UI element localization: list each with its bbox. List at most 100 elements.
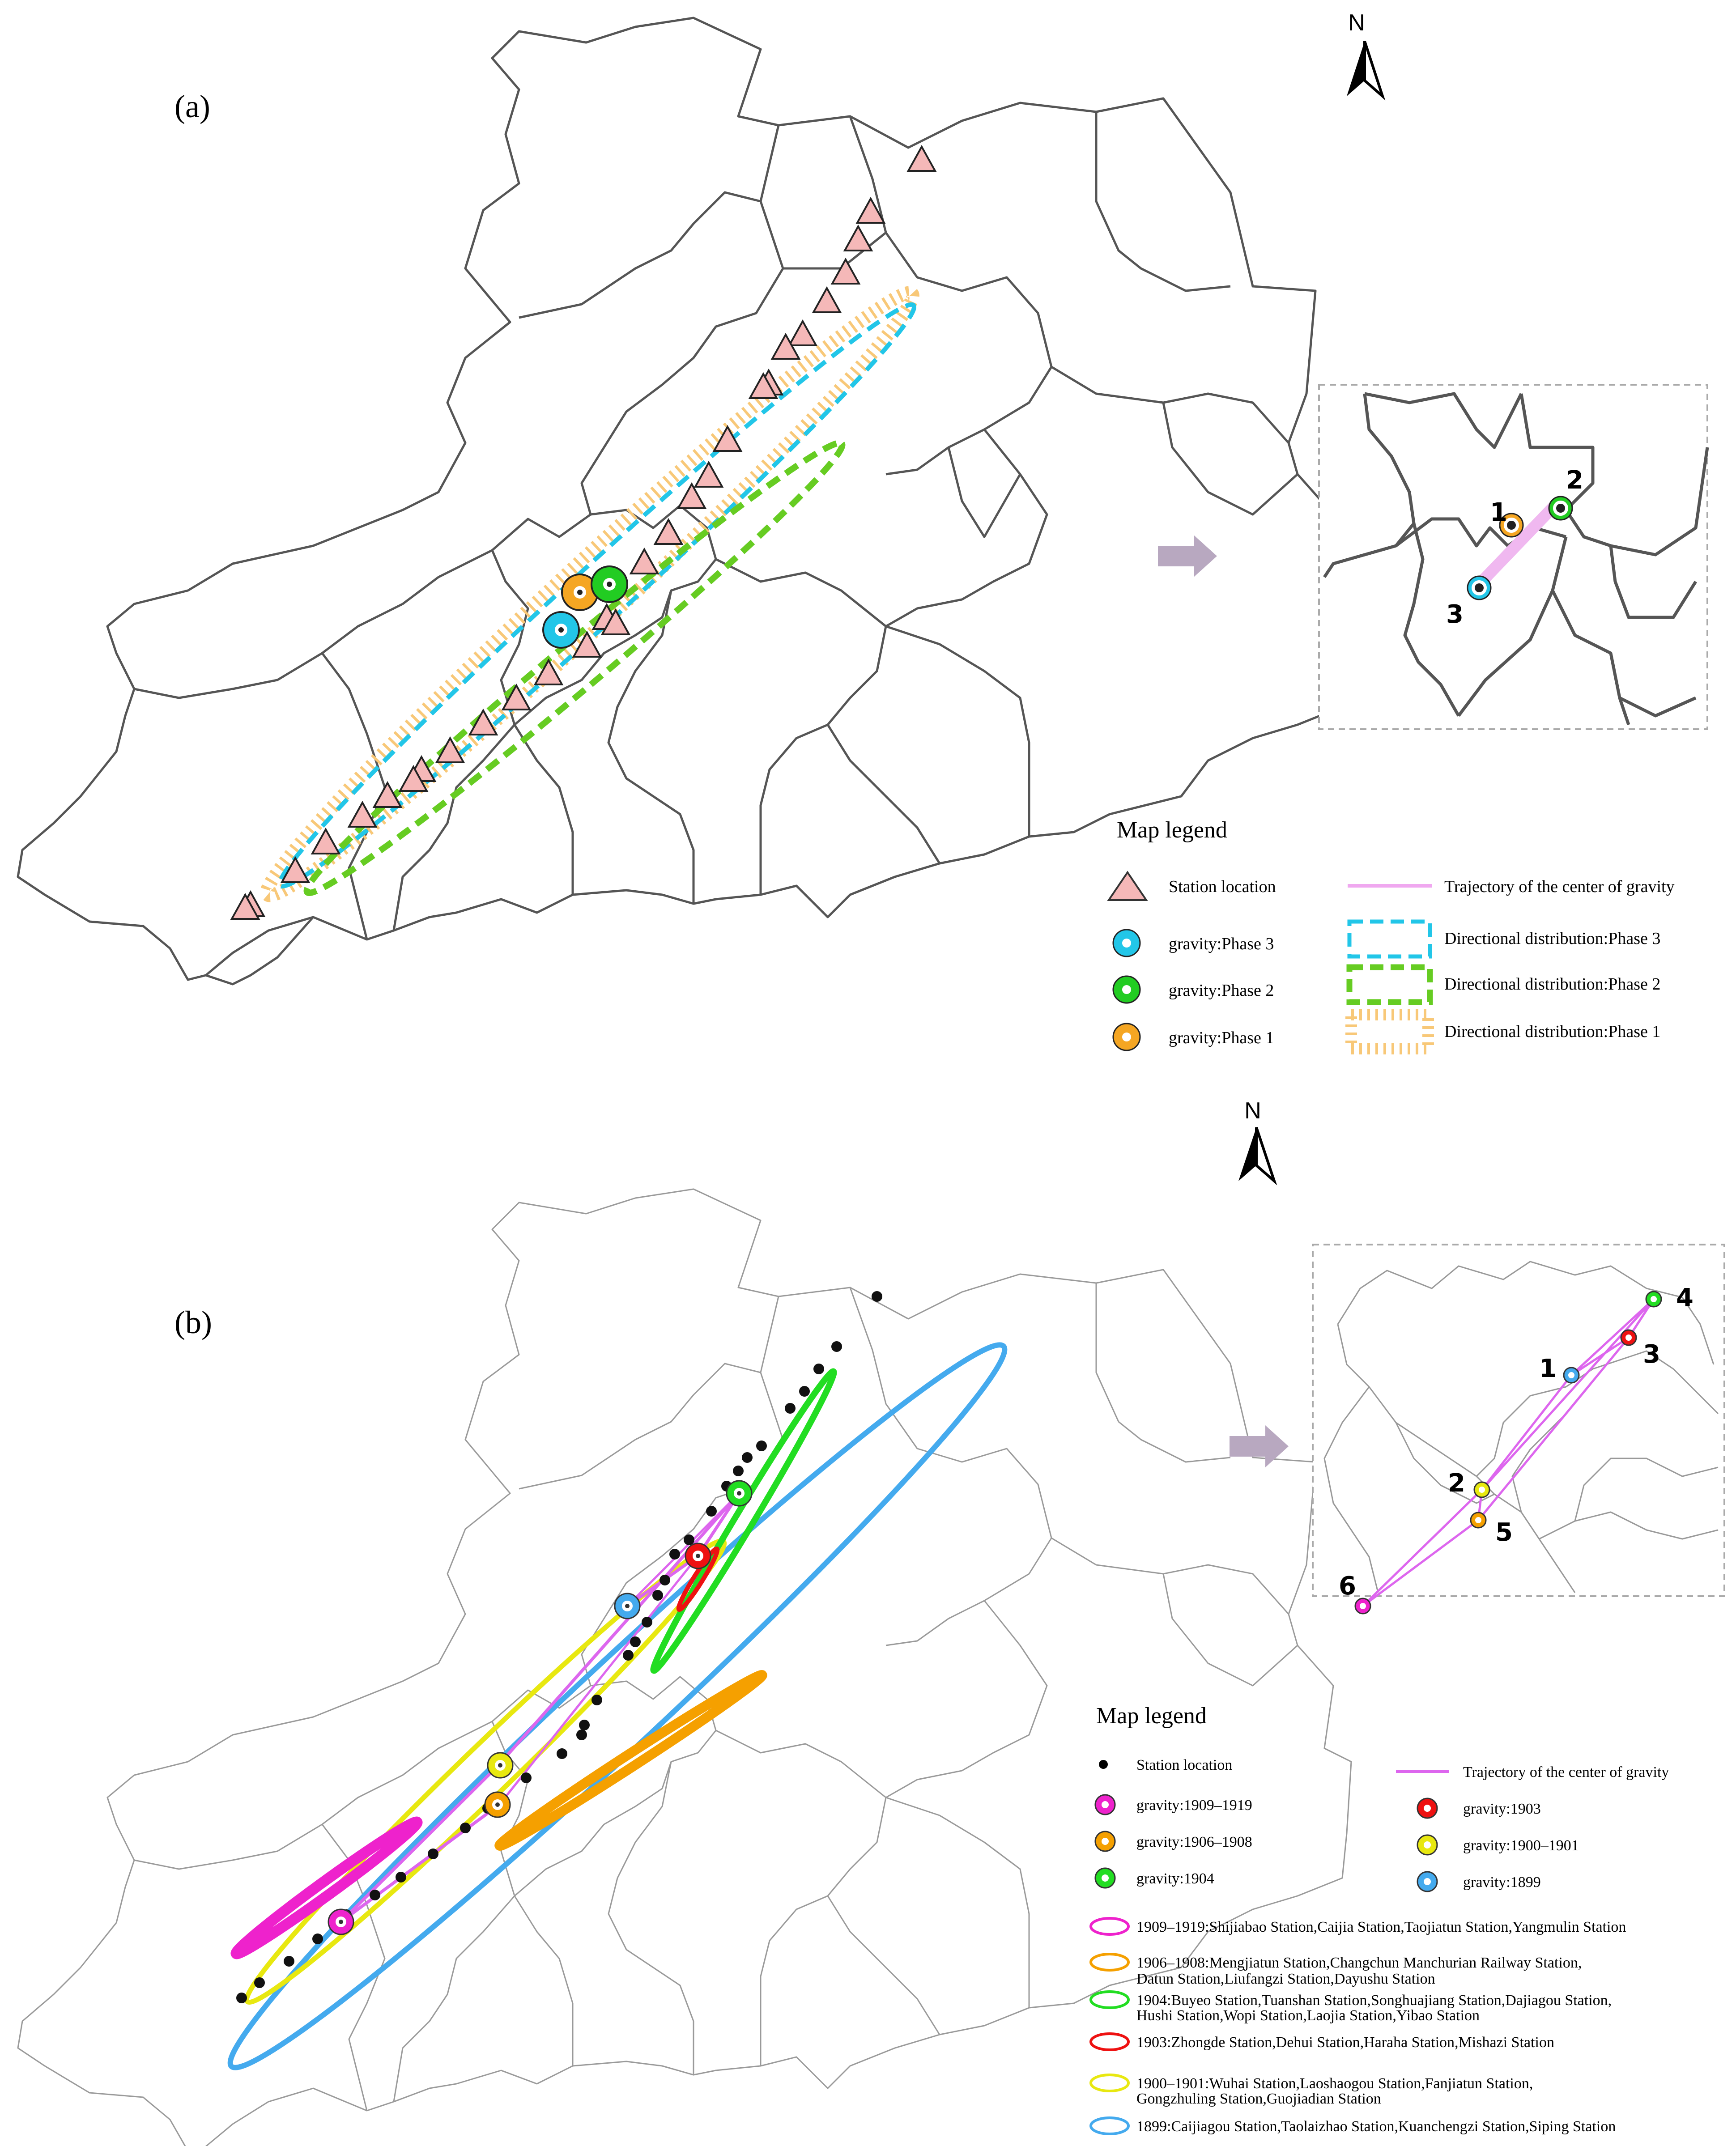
panel-a-inset-arrow [1158, 535, 1217, 577]
legend-b-e1904-symbol [1089, 1990, 1130, 2009]
internal-boundary-5 [1095, 112, 1231, 292]
inset-b-gravity-3 [1620, 1329, 1637, 1346]
legend-b-g1903-symbol [1417, 1798, 1438, 1819]
gravity-phase3-marker [542, 611, 580, 649]
inset-b-gravity-4 [1645, 1291, 1662, 1308]
internal-boundary-17 [491, 550, 529, 725]
north-arrow-b-right [1255, 1127, 1277, 1186]
legend-b-e1899-label: 1899:Caijiagou Station,Taolaizhao Statio… [1136, 2118, 1616, 2135]
internal-boundary-3 [849, 116, 1053, 476]
legend-gravity-phase2-label: gravity:Phase 2 [1169, 981, 1274, 1000]
panel-a-gravity-centres [542, 565, 628, 649]
station-dot [370, 1890, 380, 1900]
legend-station-label: Station location [1169, 877, 1276, 896]
legend-b-station-label: Station location [1136, 1757, 1232, 1773]
gravity-1906-marker [484, 1791, 511, 1818]
panel-a-label: (a) [174, 89, 210, 124]
gravity-1899-marker [614, 1593, 641, 1619]
station-dot [785, 1403, 796, 1414]
legend-b-e1904-label-1: 1904:Buyeo Station,Tuanshan Station,Song… [1136, 1992, 1612, 2009]
inset-b-label-5: 5 [1495, 1518, 1513, 1547]
station-dot [756, 1441, 767, 1451]
station-dot [706, 1506, 717, 1517]
station-marker [629, 547, 660, 574]
station-marker [787, 319, 818, 346]
legend-dir-phase3-label: Directional distribution:Phase 3 [1444, 929, 1660, 948]
legend-b-g1899-symbol [1417, 1871, 1438, 1892]
internal-boundary-11 [513, 724, 574, 895]
station-dot [284, 1956, 294, 1967]
inset-trajectory [1473, 502, 1558, 591]
outer-boundary [17, 17, 1353, 981]
legend-b-e1904-label-2: Hushi Station,Wopi Station,Laojia Statio… [1136, 2007, 1480, 2024]
station-marker [347, 800, 378, 828]
north-arrow-left [1347, 41, 1365, 96]
legend-b-e1900-symbol [1089, 2074, 1130, 2092]
legend-b-g1900-symbol [1417, 1834, 1438, 1856]
station-marker [712, 425, 743, 452]
panel-b-label: (b) [174, 1305, 212, 1340]
station-marker [855, 196, 886, 224]
inset-gravity-2 [1548, 496, 1573, 521]
ellipse-1899 [227, 1342, 1008, 2070]
legend-b-g1899-label: gravity:1899 [1463, 1874, 1541, 1891]
legend-dir-phase1-label: Directional distribution:Phase 1 [1444, 1022, 1660, 1041]
panel-a-stations [230, 144, 937, 920]
station-dot [576, 1730, 587, 1740]
station-dot [872, 1291, 882, 1302]
dir-ellipse-phase2 [303, 440, 846, 896]
legend-dir-phase2-symbol [1346, 964, 1433, 1005]
station-marker [694, 460, 724, 488]
station-dot [623, 1650, 634, 1661]
legend-b-e1906-symbol [1089, 1953, 1130, 1972]
station-marker [280, 856, 311, 883]
station-marker [435, 736, 465, 763]
inset-b-label-4: 4 [1676, 1283, 1693, 1313]
ellipse-1903 [676, 1546, 720, 1612]
inset-gravity-3 [1467, 575, 1492, 600]
ellipse-1904 [650, 1368, 837, 1674]
station-dot [642, 1617, 652, 1628]
inset-label-2: 2 [1566, 466, 1583, 495]
legend-gravity-phase1-label: gravity:Phase 1 [1169, 1028, 1274, 1047]
station-marker [830, 257, 861, 285]
internal-boundary-10 [885, 625, 1030, 837]
legend-gravity-phase3-label: gravity:Phase 3 [1169, 935, 1274, 953]
panel-b-gravity-centres [328, 1480, 753, 1935]
legend-b-e1909-label: 1909–1919:Shijiabao Station,Caijia Stati… [1136, 1919, 1626, 1935]
station-marker [906, 144, 937, 172]
legend-b-g1900-label: gravity:1900–1901 [1463, 1837, 1579, 1854]
legend-b-e1900-label-2: Gongzhuling Station,Guojiadian Station [1136, 2091, 1381, 2107]
legend-gravity-phase3-symbol [1112, 929, 1141, 957]
station-dot [831, 1341, 842, 1352]
station-dot [521, 1772, 532, 1783]
panel-b-north-arrow: N [1238, 1098, 1277, 1186]
legend-trajectory-label: Trajectory of the center of gravity [1444, 877, 1675, 896]
internal-boundary-14 [1051, 365, 1289, 444]
legend-b-e1906-label-1: 1906–1908:Mengjiatun Station,Changchun M… [1136, 1955, 1582, 1971]
internal-boundary-2 [519, 191, 761, 319]
legend-b-g1904-label: gravity:1904 [1136, 1870, 1214, 1887]
legend-b-e1906-label-2: Datun Station,Liufangzi Station,Dayushu … [1136, 1971, 1435, 1987]
legend-b-g1903-label: gravity:1903 [1463, 1801, 1541, 1817]
panel-b-trajectory [340, 1492, 740, 1923]
station-dot [733, 1466, 744, 1476]
station-dot [591, 1695, 602, 1705]
station-dot [396, 1872, 406, 1883]
gravity-1900-marker [487, 1752, 514, 1779]
gravity-1904-marker [726, 1480, 753, 1507]
legend-b-e1900-label-1: 1900–1901:Wuhai Station,Laoshaogou Stati… [1136, 2075, 1533, 2092]
internal-boundary-8 [715, 558, 887, 895]
station-dot [813, 1364, 824, 1374]
inset-label-3: 3 [1446, 600, 1464, 629]
internal-boundary-16 [947, 447, 1021, 538]
legend-station-symbol [1107, 871, 1148, 901]
station-dot [254, 1977, 265, 1988]
gravity-1909-marker [328, 1908, 354, 1935]
internal-boundary-12 [321, 652, 386, 940]
station-marker [843, 224, 873, 251]
legend-b-g1906-label: gravity:1906–1908 [1136, 1834, 1252, 1850]
inset-label-1: 1 [1490, 498, 1507, 527]
station-marker [372, 781, 403, 808]
